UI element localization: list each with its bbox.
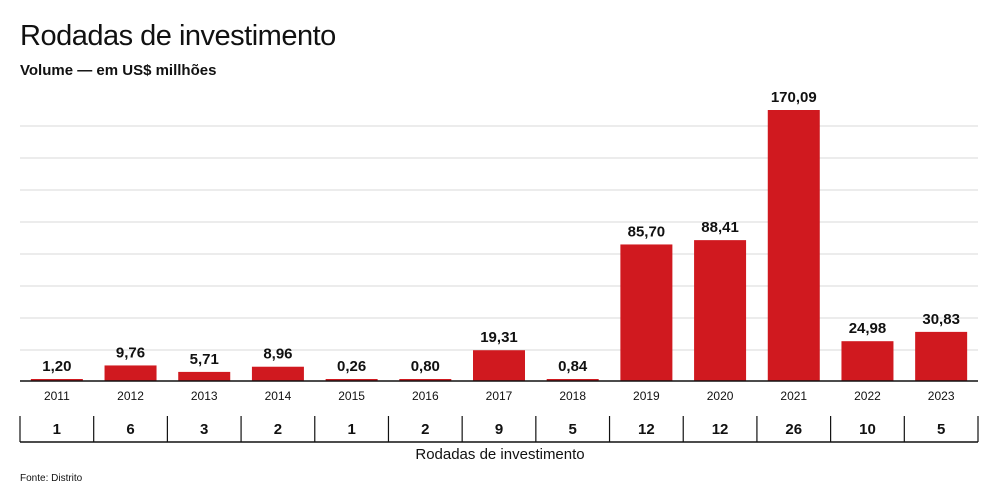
rounds-count-2013: 3: [200, 421, 208, 438]
bar-2016: [399, 379, 452, 381]
value-label-2020: 88,41: [701, 219, 739, 236]
year-tick-2013: 2013: [191, 389, 218, 403]
value-label-2019: 85,70: [628, 223, 666, 240]
value-label-2014: 8,96: [263, 346, 292, 363]
year-tick-2016: 2016: [412, 389, 439, 403]
rounds-count-2017: 9: [495, 421, 503, 438]
bar-2015: [325, 379, 378, 381]
value-label-2017: 19,31: [480, 329, 518, 346]
bar-2022: [841, 341, 894, 381]
bar-2021: [767, 110, 820, 381]
bar-2012: [104, 365, 157, 381]
year-tick-2023: 2023: [928, 389, 955, 403]
value-label-2016: 0,80: [411, 358, 440, 375]
year-tick-2017: 2017: [486, 389, 513, 403]
year-tick-2015: 2015: [338, 389, 365, 403]
rounds-count-2016: 2: [421, 421, 429, 438]
year-tick-2021: 2021: [780, 389, 807, 403]
value-label-2011: 1,20: [42, 358, 71, 375]
value-label-2023: 30,83: [922, 311, 960, 328]
rounds-count-2021: 26: [785, 421, 802, 438]
bar-2017: [473, 350, 525, 381]
value-label-2021: 170,09: [771, 89, 817, 106]
rounds-label: Rodadas de investimento: [415, 446, 585, 463]
value-label-2012: 9,76: [116, 344, 145, 361]
bar-2018: [546, 379, 599, 381]
bar-2023: [915, 331, 968, 381]
rounds-count-2015: 1: [347, 421, 355, 438]
rounds-count-2012: 6: [126, 421, 134, 438]
bar-2014: [251, 366, 304, 381]
value-label-2015: 0,26: [337, 358, 366, 375]
source-note: Fonte: Distrito: [20, 473, 83, 484]
bar-2011: [30, 379, 83, 381]
year-tick-2011: 2011: [44, 389, 70, 403]
year-tick-2012: 2012: [117, 389, 144, 403]
rounds-count-2023: 5: [937, 421, 945, 438]
year-tick-2014: 2014: [265, 389, 292, 403]
year-tick-2019: 2019: [633, 389, 660, 403]
bar-2020: [694, 240, 747, 381]
value-label-2018: 0,84: [558, 358, 588, 375]
rounds-count-2018: 5: [569, 421, 577, 438]
chart-title: Rodadas de investimento: [20, 20, 336, 52]
rounds-count-2011: 1: [53, 421, 61, 438]
value-label-2022: 24,98: [849, 320, 887, 337]
rounds-count-2014: 2: [274, 421, 282, 438]
value-label-2013: 5,71: [190, 351, 219, 368]
year-tick-2022: 2022: [854, 389, 881, 403]
bar-2019: [620, 244, 673, 381]
chart-subtitle: Volume — em US$ millhões: [20, 62, 217, 79]
year-tick-2020: 2020: [707, 389, 734, 403]
rounds-count-2020: 12: [712, 421, 729, 438]
year-tick-2018: 2018: [559, 389, 586, 403]
bar-2013: [178, 371, 231, 381]
rounds-count-2022: 10: [859, 421, 876, 438]
rounds-count-2019: 12: [638, 421, 655, 438]
